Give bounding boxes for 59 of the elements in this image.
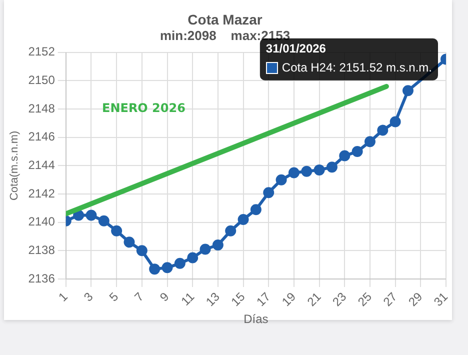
- point: [174, 258, 186, 269]
- y-tick-label: 2138: [28, 242, 56, 257]
- x-tick-label: 19: [279, 289, 299, 309]
- y-tick-label: 2140: [28, 214, 56, 229]
- point: [263, 187, 274, 198]
- y-tick-label: 2152: [28, 44, 56, 59]
- point: [339, 150, 350, 162]
- point: [352, 146, 363, 158]
- chart-subtitle: min:2098 max:2153: [160, 28, 290, 44]
- x-tick-label: 3: [81, 289, 96, 304]
- point: [326, 162, 338, 173]
- y-tick-label: 2144: [28, 158, 56, 172]
- point: [162, 262, 173, 274]
- x-tick-label: 11: [178, 289, 198, 308]
- x-tick-label: 17: [254, 289, 274, 309]
- point: [390, 116, 401, 128]
- x-axis-title: Días: [244, 312, 268, 326]
- point: [187, 252, 198, 264]
- point: [73, 210, 84, 221]
- point: [225, 225, 236, 236]
- x-tick-label: 1: [56, 289, 71, 304]
- point: [301, 166, 312, 177]
- y-tick-label: 2136: [28, 271, 56, 286]
- x-tick-label: 9: [157, 289, 172, 304]
- point: [276, 174, 287, 186]
- point: [364, 136, 376, 148]
- x-tick-label: 31: [431, 289, 451, 309]
- x-tick-label: 15: [228, 289, 248, 309]
- y-tick-label: 2150: [28, 73, 56, 88]
- y-axis-title: Cota(m.s.n.m): [8, 130, 21, 201]
- x-tick-label: 29: [406, 289, 426, 309]
- point: [212, 239, 224, 250]
- point: [402, 85, 414, 96]
- chart-title: Cota Mazar: [188, 11, 263, 28]
- x-tick-label: 23: [330, 289, 350, 309]
- y-tick-label: 2142: [28, 186, 56, 200]
- x-tick-label: 5: [106, 289, 122, 304]
- point: [111, 225, 122, 236]
- annotation: ENERO 2026: [102, 101, 186, 116]
- point: [238, 214, 249, 226]
- annotation: Cota H24: 2151.52 m.s.n.m.: [282, 60, 432, 75]
- x-tick-label: 27: [380, 289, 400, 309]
- point: [124, 236, 135, 248]
- point: [377, 124, 388, 136]
- x-tick-label: 25: [355, 289, 375, 309]
- point: [288, 167, 300, 178]
- x-tick-label: 21: [304, 289, 324, 309]
- point: [149, 264, 160, 275]
- point: [98, 215, 110, 226]
- point: [250, 204, 262, 216]
- point: [86, 210, 97, 221]
- point: [200, 244, 211, 255]
- point: [314, 164, 325, 176]
- annotation: 31/01/2026: [266, 42, 326, 56]
- x-tick-label: 13: [203, 289, 223, 309]
- y-tick-label: 2146: [28, 130, 56, 144]
- x-tick-label: 7: [132, 289, 147, 304]
- point: [136, 245, 148, 256]
- y-tick-label: 2148: [28, 101, 56, 116]
